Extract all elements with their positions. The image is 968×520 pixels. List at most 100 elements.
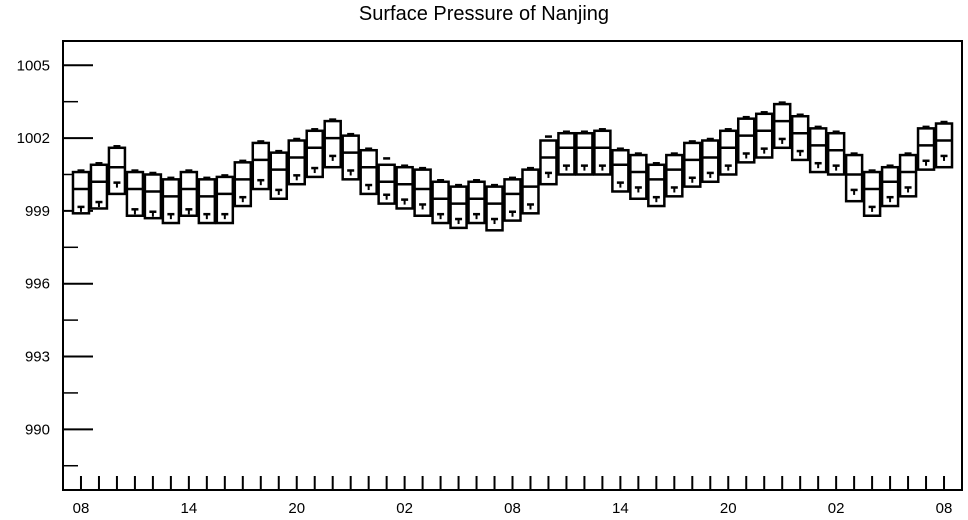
box-body <box>683 141 702 188</box>
box <box>449 183 468 230</box>
box-series <box>71 101 954 232</box>
x-tick-label: 02 <box>396 500 413 517</box>
box-body <box>359 148 378 196</box>
y-tick-label: 990 <box>25 421 50 438</box>
box <box>107 145 127 196</box>
box <box>826 130 846 176</box>
box <box>772 101 792 150</box>
box-body <box>844 153 864 203</box>
box <box>431 179 450 225</box>
box <box>89 162 109 210</box>
box-body <box>808 127 828 174</box>
box <box>179 169 199 217</box>
box <box>323 118 342 169</box>
box-body <box>251 141 271 191</box>
box-body <box>790 114 810 162</box>
box-body <box>269 151 289 201</box>
box <box>233 159 253 208</box>
box <box>934 120 954 169</box>
box <box>305 128 324 179</box>
box-body <box>593 129 612 176</box>
box <box>377 157 396 205</box>
box <box>161 176 181 225</box>
box-body <box>89 163 109 210</box>
box-body <box>125 170 145 217</box>
box <box>143 171 163 220</box>
box <box>898 152 918 198</box>
box-body <box>143 173 163 220</box>
box <box>790 113 810 162</box>
box-body <box>485 185 504 232</box>
plot-frame <box>62 40 963 491</box>
box <box>808 125 828 174</box>
box <box>197 176 217 225</box>
chart-title: Surface Pressure of Nanjing <box>358 3 610 25</box>
box <box>413 166 432 217</box>
x-tick-label: 14 <box>181 500 198 517</box>
box <box>862 169 882 217</box>
box <box>736 115 756 164</box>
box-body <box>701 139 720 184</box>
box <box>683 140 702 188</box>
y-tick-label: 993 <box>25 349 50 366</box>
box-body <box>161 178 181 225</box>
box-body <box>413 168 432 217</box>
box <box>251 140 271 191</box>
box-body <box>305 129 324 179</box>
box-body <box>287 139 306 186</box>
box <box>665 152 684 198</box>
box-body <box>215 175 235 225</box>
x-tick-label: 02 <box>828 500 845 517</box>
box-body <box>772 102 792 150</box>
box-body <box>377 163 396 205</box>
box <box>359 147 378 196</box>
box-body <box>934 122 954 169</box>
box <box>521 166 540 215</box>
y-tick-label: 999 <box>25 203 50 220</box>
box <box>611 147 630 193</box>
box <box>539 135 558 186</box>
box-body <box>611 148 630 193</box>
box-body <box>826 131 846 176</box>
x-tick-label: 08 <box>73 500 90 517</box>
y-tick-label: 1005 <box>17 57 50 74</box>
box <box>485 183 504 232</box>
box-body <box>197 178 217 225</box>
box <box>71 169 91 215</box>
box-body <box>719 129 738 176</box>
x-tick-label: 20 <box>720 500 737 517</box>
x-tick-label: 08 <box>504 500 521 517</box>
box-body <box>629 153 648 201</box>
x-tick-label: 14 <box>612 500 629 517</box>
box <box>754 111 774 159</box>
box <box>880 164 900 208</box>
box-body <box>467 180 486 225</box>
x-axis: 08 14 20 02 08 14 20 02 08 <box>73 476 953 517</box>
box-body <box>665 153 684 198</box>
box <box>575 130 594 176</box>
box <box>503 176 522 222</box>
box-body <box>557 131 576 176</box>
box-body <box>862 170 882 217</box>
x-tick-label: 20 <box>288 500 305 517</box>
box-body <box>107 146 127 196</box>
box-body <box>503 178 522 222</box>
y-tick-label: 996 <box>25 276 50 293</box>
box <box>647 162 666 208</box>
box-body <box>71 170 91 215</box>
box-body <box>736 117 756 164</box>
y-axis: 990 993 996 999 1002 1005 <box>17 57 93 467</box>
box-body <box>431 180 450 225</box>
box-body <box>179 170 199 217</box>
box-body <box>754 112 774 159</box>
box <box>557 130 576 176</box>
box <box>467 179 486 225</box>
box-body <box>233 161 253 208</box>
x-tick-label: 08 <box>936 500 953 517</box>
box <box>844 152 864 203</box>
box-body <box>539 139 558 186</box>
y-tick-label: 1002 <box>17 130 50 147</box>
box <box>395 164 414 210</box>
box-body <box>575 131 594 176</box>
